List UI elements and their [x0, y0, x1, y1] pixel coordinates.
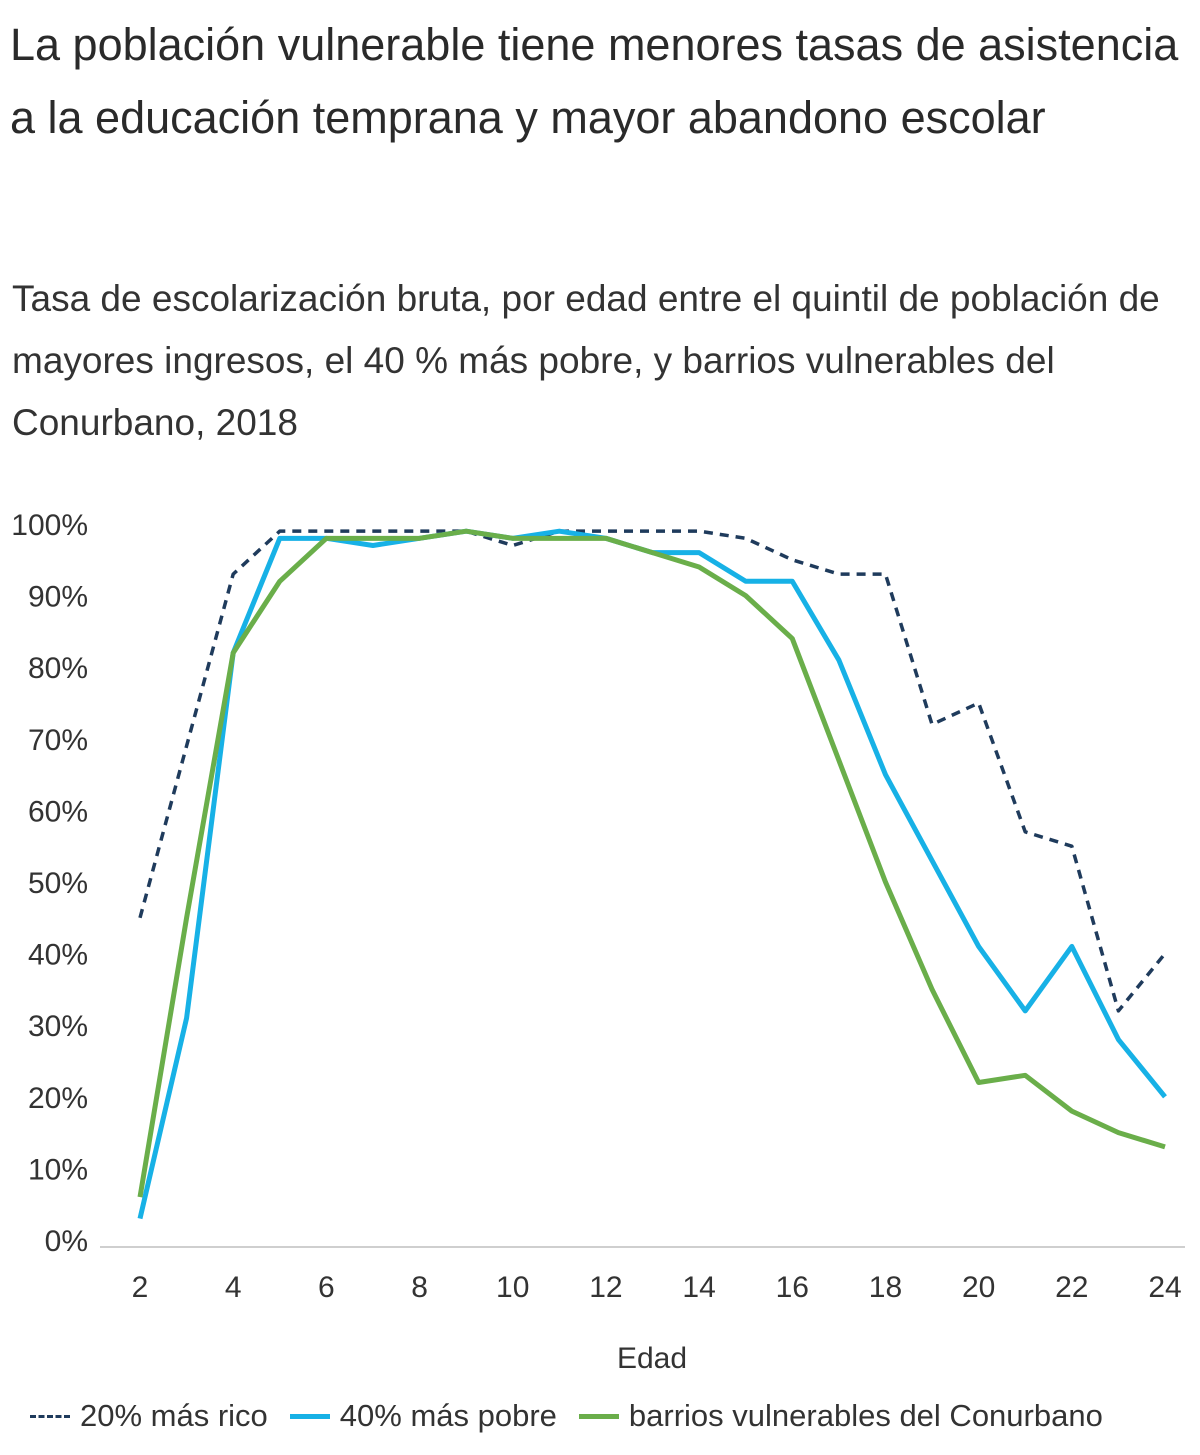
x-tick-label: 10 [496, 1271, 529, 1304]
y-tick-label: 80% [28, 652, 88, 685]
x-tick-label: 8 [411, 1271, 428, 1304]
y-tick-label: 40% [28, 939, 88, 972]
legend-swatch [578, 1413, 619, 1419]
y-tick-label: 70% [28, 724, 88, 757]
x-tick-label: 14 [682, 1271, 715, 1304]
y-tick-label: 50% [28, 867, 88, 900]
y-tick-label: 0% [45, 1225, 88, 1258]
legend-item: 20% más rico [30, 1398, 268, 1434]
x-tick-label: 12 [589, 1271, 622, 1304]
legend-swatch [289, 1413, 330, 1419]
chart-subtitle: Tasa de escolarización bruta, por edad e… [12, 278, 1160, 443]
legend: 20% más rico 40% más pobre barrios vulnera… [30, 1398, 1125, 1434]
series-lines [137, 528, 1167, 1220]
series-line-2 [137, 528, 1166, 1198]
x-axis: 2 4 6 8 10 12 14 16 18 20 22 24 [132, 1271, 1182, 1304]
series-line-0 [138, 529, 1167, 1013]
legend-swatch [30, 1414, 70, 1418]
y-tick-label: 20% [28, 1082, 88, 1115]
y-tick-label: 10% [28, 1153, 88, 1186]
chart-title: La población vulnerable tiene menores ta… [10, 19, 1179, 143]
x-tick-label: 18 [869, 1271, 902, 1304]
y-tick-label: 90% [28, 581, 88, 614]
legend-label: 40% más pobre [339, 1398, 557, 1433]
x-tick-label: 20 [962, 1271, 995, 1304]
legend-label: barrios vulnerables del Conurbano [628, 1398, 1103, 1433]
x-axis-label: Edad [617, 1342, 687, 1375]
legend-label: 20% más rico [80, 1398, 268, 1433]
legend-item: barrios vulnerables del Conurbano [578, 1398, 1103, 1434]
y-tick-label: 100% [11, 509, 88, 542]
y-tick-label: 60% [28, 795, 88, 828]
x-tick-label: 6 [318, 1271, 335, 1304]
y-axis: 0% 10% 20% 30% 40% 50% 60% 70% 80% 90% 100% [11, 509, 88, 1258]
legend-item: 40% más pobre [289, 1398, 557, 1434]
x-tick-label: 2 [132, 1271, 149, 1304]
series-line-1 [137, 528, 1167, 1220]
y-tick-label: 30% [28, 1010, 88, 1043]
x-tick-label: 24 [1148, 1271, 1181, 1304]
x-tick-label: 4 [225, 1271, 242, 1304]
x-tick-label: 16 [776, 1271, 809, 1304]
line-chart: 0%10%20%30%40%50%60%70%80%90%100% 2 4 6 8 10… [11, 509, 1185, 1375]
x-tick-label: 22 [1055, 1271, 1088, 1304]
